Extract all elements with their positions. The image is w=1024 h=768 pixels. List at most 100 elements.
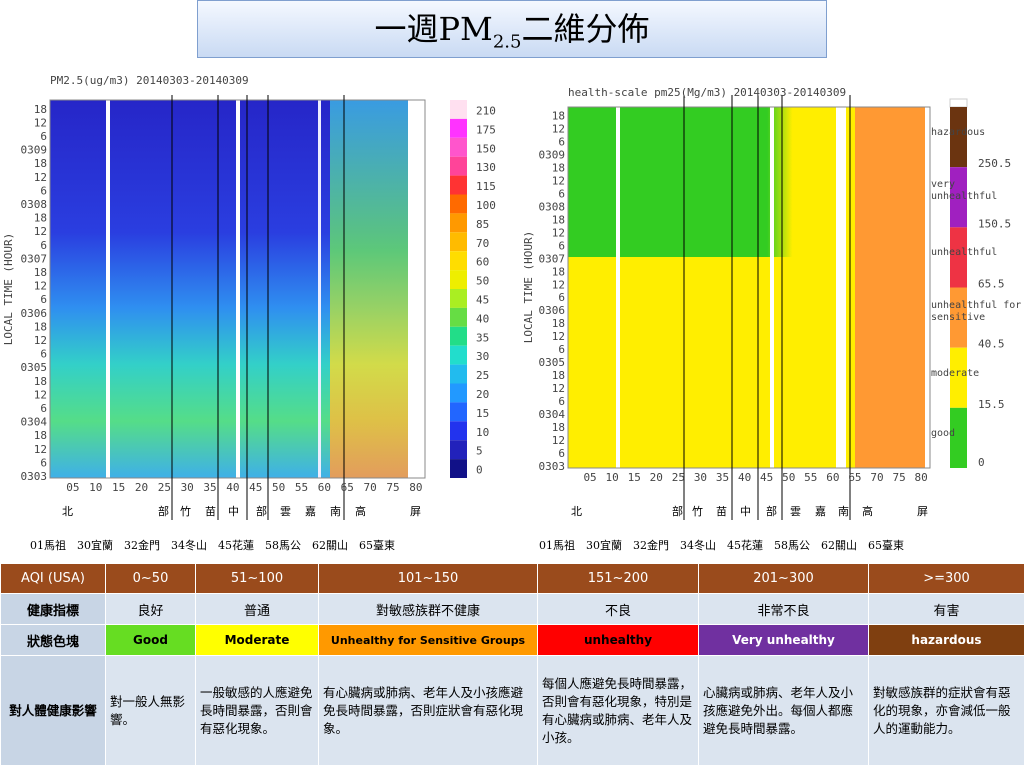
y-tick-label: 6 — [40, 456, 47, 469]
plots: PM2.5(ug/m3) 20140303-20140309 health-sc… — [2, 74, 1011, 520]
x-tick-label: 50 — [782, 471, 795, 484]
table-row: 對人體健康影響 對一般人無影響。 一般敏感的人應避免長時間暴露，否則會有惡化現象。有… — [0, 655, 1024, 766]
x-tick-label: 35 — [716, 471, 729, 484]
colorbar-category: good — [931, 427, 956, 439]
x-tick-label: 80 — [409, 481, 422, 494]
colorbar-swatch — [950, 347, 967, 408]
colorbar-swatch — [950, 287, 967, 348]
y-tick-label: 18 — [552, 369, 565, 382]
y-axis-label: LOCAL TIME (HOUR) — [2, 233, 15, 346]
x-tick-label: 25 — [158, 481, 171, 494]
region-label: 中 — [740, 505, 751, 518]
region-label: 北 — [571, 505, 582, 518]
y-tick-label: 12 — [34, 171, 47, 184]
colorbar-label: 210 — [476, 104, 496, 117]
colorbar-label: 45 — [476, 293, 489, 306]
table-row: 健康指標 良好 普通 對敏感族群不健康 不良 非常不良 有害 — [0, 593, 1024, 625]
table-cell: 一般敏感的人應避免長時間暴露，否則會有惡化現象。 — [195, 655, 319, 766]
region-label: 屏 — [917, 505, 928, 518]
colorbar-swatch — [949, 98, 968, 108]
colorbar-category: unhealthful — [931, 247, 998, 259]
colorbar-label: 85 — [476, 218, 489, 231]
y-tick-label: 12 — [552, 434, 565, 447]
x-tick-label: 70 — [870, 471, 883, 484]
y-tick-label: 18 — [34, 429, 47, 442]
table-cell: 有害 — [868, 593, 1024, 625]
colorbar-category: very unhealthful — [931, 179, 998, 203]
y-tick-label: 18 — [34, 320, 47, 333]
colorbar-swatch — [450, 421, 467, 441]
y-tick-label: 0308 — [539, 200, 566, 213]
table-cell: 每個人應避免長時間暴露，否則會有惡化現象，特別是有心臟病或肺病、老年人及小孩。 — [537, 655, 699, 766]
x-tick-label: 65 — [848, 471, 861, 484]
y-tick-label: 6 — [40, 402, 47, 415]
colorbar-swatch — [450, 402, 467, 422]
x-tick-label: 40 — [738, 471, 751, 484]
table-cell: 101~150 — [318, 563, 538, 594]
colorbar-swatch — [450, 270, 467, 289]
y-tick-label: 0307 — [539, 252, 566, 265]
colorbar-label: 5 — [476, 445, 483, 458]
x-tick-label: 05 — [66, 481, 79, 494]
x-tick-label: 15 — [112, 481, 125, 494]
colorbar-swatch — [950, 107, 967, 168]
table-cell: Very unhealthy — [698, 624, 869, 656]
colorbar-label: 60 — [476, 256, 489, 269]
table-cell: 對一般人無影響。 — [105, 655, 196, 766]
y-tick-label: 12 — [34, 334, 47, 347]
colorbar-label: 20 — [476, 388, 489, 401]
x-tick-label: 40 — [226, 481, 239, 494]
colorbar-category: unhealthful for sensitive — [931, 299, 1022, 323]
colorbar-swatch — [450, 307, 467, 327]
x-tick-label: 60 — [826, 471, 839, 484]
y-tick-label: 0305 — [21, 361, 48, 374]
x-tick-label: 05 — [583, 471, 596, 484]
colorbar-label: 30 — [476, 350, 489, 363]
title-text: 一週PM — [374, 10, 493, 48]
colorbar-threshold: 40.5 — [978, 338, 1005, 351]
region-label: 中 — [228, 505, 239, 518]
region-label: 部 — [766, 505, 777, 518]
station-list: 01馬祖 30宜蘭 32金門 34冬山 45花蓮 58馬公 62關山 65臺東 — [30, 539, 395, 552]
colorbar-swatch — [450, 326, 467, 346]
table-cell: 不良 — [537, 593, 699, 625]
x-tick-label: 30 — [181, 481, 194, 494]
colorbar-threshold: 0 — [978, 456, 985, 469]
y-tick-label: 0308 — [21, 198, 48, 211]
y-tick-label: 12 — [552, 122, 565, 135]
table-cell: hazardous — [868, 624, 1024, 656]
table-row: 狀態色塊 Good Moderate Unhealthy for Sensitive … — [0, 624, 1024, 656]
y-tick-label: 6 — [558, 447, 565, 460]
x-tick-label: 55 — [295, 481, 308, 494]
y-tick-label: 0304 — [539, 408, 566, 421]
table-cell: 狀態色塊 — [0, 624, 106, 656]
colorbar-swatch — [450, 118, 467, 138]
region-label: 雲 — [790, 505, 801, 518]
colorbar-swatch — [450, 345, 467, 365]
y-tick-label: 6 — [40, 184, 47, 197]
table-cell: AQI (USA) — [0, 563, 106, 594]
colorbar-label: 100 — [476, 199, 496, 212]
colorbar-label: 25 — [476, 369, 489, 382]
y-tick-label: 6 — [40, 239, 47, 252]
x-tick-label: 20 — [650, 471, 663, 484]
y-tick-label: 0309 — [539, 148, 566, 161]
table-cell: unhealthy — [537, 624, 699, 656]
x-tick-label: 30 — [694, 471, 707, 484]
y-tick-label: 0303 — [21, 470, 48, 483]
colorbar-category: moderate — [931, 367, 980, 379]
colorbar-swatch — [450, 100, 467, 119]
region-label: 部 — [672, 505, 683, 518]
colorbar-label: 70 — [476, 237, 489, 250]
y-tick-label: 12 — [552, 330, 565, 343]
table-cell: 0~50 — [105, 563, 196, 594]
left-heatmap — [49, 95, 426, 520]
x-tick-label: 80 — [915, 471, 928, 484]
region-label: 竹 — [692, 505, 703, 518]
x-tick-label: 10 — [89, 481, 102, 494]
y-tick-label: 12 — [552, 226, 565, 239]
plot-title: health-scale pm25(Mg/m3) 20140303-201403… — [568, 86, 846, 99]
colorbar-category: hazardous — [931, 127, 986, 138]
x-tick-label: 65 — [341, 481, 354, 494]
colorbar-swatch — [450, 175, 467, 195]
